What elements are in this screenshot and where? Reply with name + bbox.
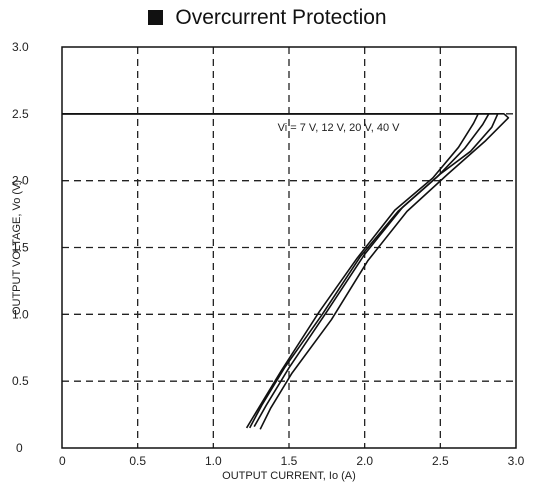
y-tick-label: 2.0 [12, 174, 29, 188]
x-tick-label: 2.0 [356, 454, 373, 468]
curves [62, 113, 510, 430]
y-tick-label: 2.5 [12, 107, 29, 121]
y-tick-label: 0 [16, 441, 23, 455]
y-axis-label: OUTPUT VOLTAGE, Vo (V) [11, 180, 23, 315]
x-tick-label: 0 [59, 454, 66, 468]
y-tick-label: 0.5 [12, 374, 29, 388]
x-tick-label: 0.5 [129, 454, 146, 468]
x-tick-label: 1.0 [205, 454, 222, 468]
chart-title: Overcurrent Protection [0, 6, 535, 30]
y-tick-label: 3.0 [12, 40, 29, 54]
curve-line-3 [62, 113, 499, 427]
plot-frame [61, 46, 517, 449]
y-tick-label: 1.0 [12, 307, 29, 321]
x-tick-label: 2.5 [432, 454, 449, 468]
y-tick-label: 1.5 [12, 241, 29, 255]
vi-annotation: Vi = 7 V, 12 V, 20 V, 40 V [278, 122, 400, 134]
x-axis-label: OUTPUT CURRENT, Io (A) [222, 470, 356, 482]
title-square-bullet-icon [148, 10, 164, 25]
x-tick-label: 1.5 [281, 454, 298, 468]
curve-line-2 [62, 113, 490, 429]
curve-line-1 [62, 113, 480, 429]
y-tick-labels: 0 0.5 1.0 1.5 2.0 2.5 3.0 [12, 40, 29, 455]
x-tick-label: 3.0 [508, 454, 525, 468]
chart-title-text: Overcurrent Protection [175, 6, 387, 29]
curve-line-4 [62, 113, 510, 430]
x-tick-labels: 0 0.5 1.0 1.5 2.0 2.5 3.0 [59, 454, 525, 468]
grid [62, 47, 516, 448]
